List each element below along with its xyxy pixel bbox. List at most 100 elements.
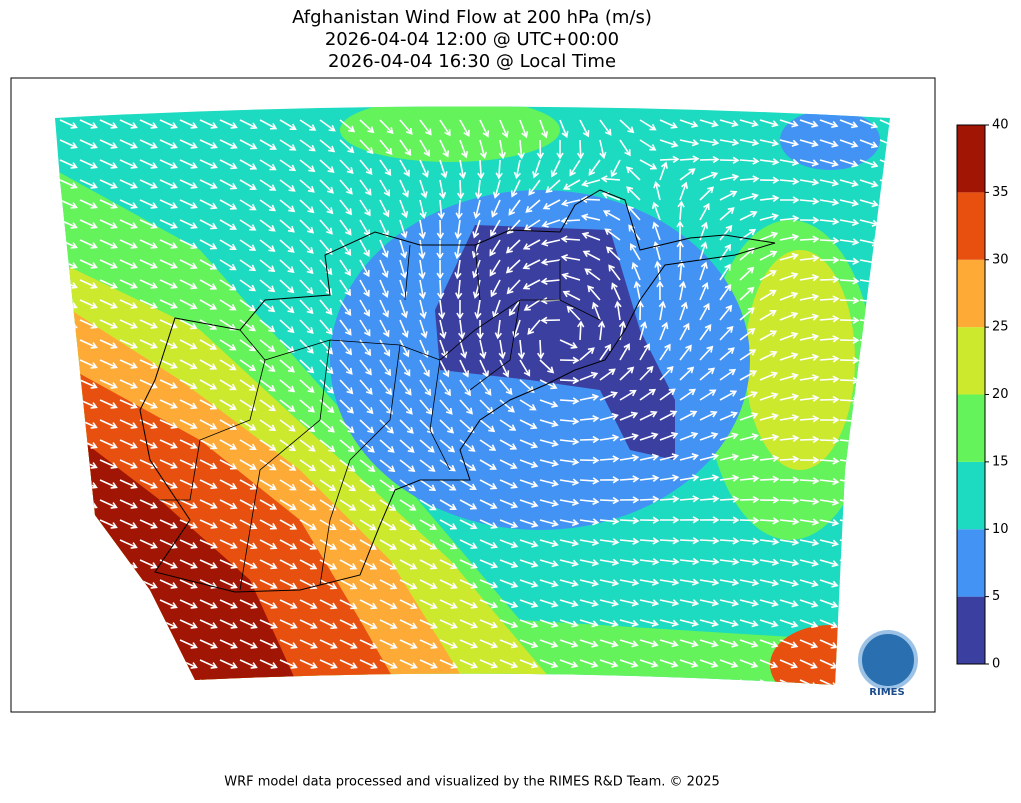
wind-arrow [474,179,483,200]
wind-arrow [438,299,446,320]
wind-arrow [539,419,559,428]
wind-arrow [139,299,158,309]
wind-arrow [779,619,799,628]
wind-arrow [859,438,880,447]
wind-arrow [279,299,295,314]
wind-arrow [479,679,499,685]
wind-arrow [739,157,760,165]
wind-arrow [459,479,477,490]
wind-arrow [539,399,559,408]
wind-arrow [799,374,820,382]
wind-arrow [719,495,740,503]
wind-arrow [799,274,820,282]
wind-arrow [399,559,418,570]
wind-arrow [419,539,438,550]
wind-arrow [339,259,351,277]
wind-arrow [439,539,458,550]
wind-arrow [519,519,539,528]
wind-arrow [639,388,657,401]
wind-arrow [219,639,238,649]
wind-arrow [359,539,377,550]
wind-arrow [819,457,840,465]
wind-arrow [359,679,378,685]
wind-arrow [539,639,559,648]
wind-arrow [79,179,98,189]
wind-arrow [219,119,238,129]
wind-arrow [219,219,237,230]
wind-arrow [339,519,357,531]
wind-arrow [799,293,820,301]
wind-arrow [239,619,258,629]
wind-arrow [239,219,257,231]
wind-arrow [139,139,158,149]
wind-arrow [299,419,316,433]
wind-arrow [99,599,118,609]
wind-arrow [499,599,519,609]
wind-arrow [419,659,438,669]
wind-arrow [699,410,718,421]
wind-arrow [799,139,819,148]
wind-arrow [399,219,408,239]
wind-arrow [539,499,559,507]
wind-arrow [508,199,521,216]
wind-arrow [539,539,559,548]
wind-arrow [499,379,513,396]
wind-arrow [199,439,218,450]
wind-arrow [779,497,800,505]
wind-arrow [279,659,298,669]
wind-arrow [639,537,660,545]
wind-arrow [719,599,740,607]
wind-arrow [219,479,238,490]
wind-arrow [159,679,178,685]
wind-arrow [523,219,541,231]
footer: WRF model data processed and visualized … [224,775,720,790]
wind-arrow [359,379,373,395]
wind-arrow [456,299,464,320]
wind-arrow [799,235,820,243]
wind-arrow [779,139,799,147]
wind-arrow [339,219,352,236]
wind-arrow [179,479,198,489]
wind-arrow [626,205,641,221]
wind-arrow [559,417,580,425]
wind-arrow [379,279,389,298]
colorbar: 0 5 10 15 20 25 30 35 40 [956,118,1009,672]
wind-arrow [159,419,178,429]
wind-arrow [459,459,477,471]
wind-arrow [119,459,138,469]
wind-arrow [519,119,529,139]
wind-arrow [476,319,484,340]
wind-arrow [59,159,78,169]
wind-arrow [819,579,839,588]
wind-arrow [139,179,158,189]
wind-arrow [479,459,497,470]
wind-arrow [599,343,612,361]
wind-arrow [659,139,679,148]
wind-arrow [699,324,712,341]
wind-arrow [879,319,890,327]
wind-arrow [59,679,78,685]
wind-arrow [239,359,257,372]
wind-arrow [584,268,601,281]
wind-arrow [359,359,372,376]
wind-arrow [631,261,641,281]
wind-arrow [319,479,337,491]
wind-arrow [179,259,198,270]
wind-arrow [99,479,118,489]
wind-arrow [419,579,438,590]
wind-arrow [490,279,501,298]
colorbar-segment [957,461,985,530]
wind-arrow [359,559,378,570]
wind-arrow [819,119,839,128]
wind-arrow [119,679,138,685]
wind-arrow [319,499,337,511]
wind-arrow [619,411,639,421]
wind-arrow [489,259,501,277]
wind-arrow [859,357,880,366]
wind-arrow [239,459,257,470]
wind-arrow [239,679,258,685]
colorbar-segment [957,125,985,193]
wind-arrow [359,279,370,298]
wind-arrow [459,379,471,397]
wind-arrow [759,475,780,483]
